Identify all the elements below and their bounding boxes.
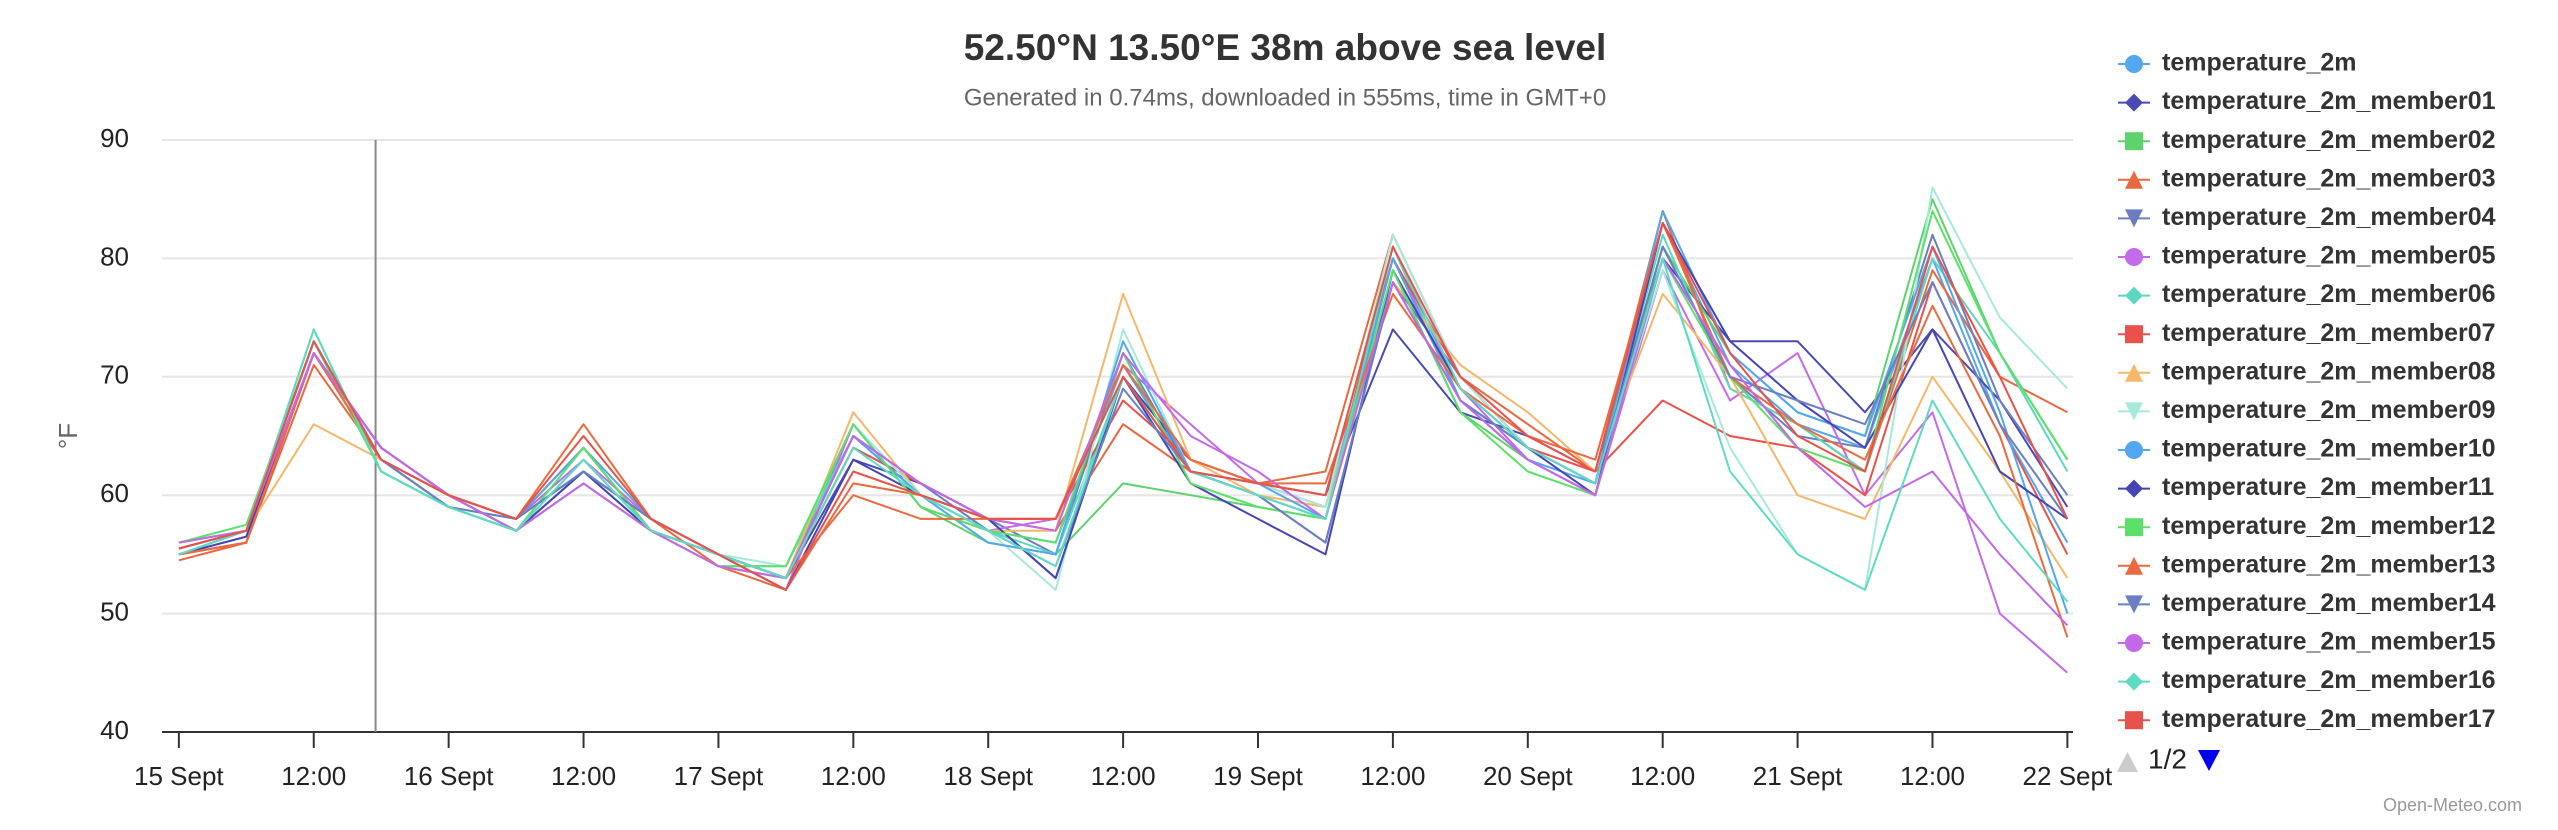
legend-item[interactable]: temperature_2m_member17 (2118, 705, 2496, 733)
legend-label: temperature_2m_member13 (2162, 550, 2496, 578)
legend-marker (2125, 595, 2143, 614)
y-tick-label: 60 (100, 478, 129, 508)
legend-label: temperature_2m_member12 (2162, 512, 2496, 540)
legend-item[interactable]: temperature_2m_member01 (2118, 87, 2496, 115)
legend-item[interactable]: temperature_2m_member13 (2118, 550, 2496, 578)
legend-label: temperature_2m_member02 (2162, 126, 2496, 154)
legend-item[interactable]: temperature_2m_member16 (2118, 666, 2496, 694)
chart-title: 52.50°N 13.50°E 38m above sea level (964, 27, 1607, 68)
legend-item[interactable]: temperature_2m_member06 (2118, 280, 2496, 308)
pager-down[interactable] (2198, 750, 2220, 771)
legend-marker (2125, 711, 2143, 730)
legend-marker (2125, 93, 2143, 112)
legend-label: temperature_2m_member04 (2162, 203, 2496, 231)
legend-item[interactable]: temperature_2m_member10 (2118, 435, 2496, 463)
legend-label: temperature_2m_member15 (2162, 628, 2496, 656)
y-tick-label: 50 (100, 596, 129, 626)
legend-marker (2125, 132, 2143, 151)
x-tick-label: 15 Sept (134, 761, 224, 791)
legend-label: temperature_2m_member17 (2162, 705, 2496, 733)
series-line (178, 245, 2069, 580)
legend-label: temperature_2m_member07 (2162, 319, 2496, 347)
legend-item[interactable]: temperature_2m_member08 (2118, 357, 2496, 385)
x-tick-label: 19 Sept (1213, 761, 1303, 791)
pager-text: 1/2 (2148, 743, 2187, 774)
legend-marker (2125, 248, 2143, 266)
x-tick-label: 12:00 (1900, 761, 1965, 791)
legend-item[interactable]: temperature_2m_member05 (2118, 242, 2496, 270)
y-axis-label: °F (53, 423, 83, 449)
x-tick-label: 12:00 (1360, 761, 1425, 791)
legend-label: temperature_2m_member08 (2162, 357, 2496, 385)
x-tick-label: 12:00 (821, 761, 886, 791)
legend-item[interactable]: temperature_2m_member07 (2118, 319, 2496, 347)
series-line (178, 257, 2069, 627)
y-tick-label: 70 (100, 360, 129, 390)
legend-marker (2125, 209, 2143, 228)
x-tick-label: 16 Sept (404, 761, 494, 791)
chart-subtitle: Generated in 0.74ms, downloaded in 555ms… (964, 84, 1606, 111)
legend-marker (2125, 55, 2143, 73)
x-tick-label: 22 Sept (2023, 761, 2113, 791)
legend-marker (2125, 286, 2143, 305)
credit: Open-Meteo.com (2383, 795, 2522, 815)
legend-item[interactable]: temperature_2m_member04 (2118, 203, 2496, 231)
legend-label: temperature_2m_member09 (2162, 396, 2496, 424)
legend-marker (2125, 556, 2143, 575)
legend-label: temperature_2m_member16 (2162, 666, 2496, 694)
legend-label: temperature_2m_member01 (2162, 87, 2496, 115)
legend-label: temperature_2m_member03 (2162, 164, 2496, 192)
legend-marker (2125, 634, 2143, 652)
legend-label: temperature_2m_member11 (2162, 473, 2494, 501)
legend-marker (2125, 518, 2143, 537)
legend-marker (2125, 441, 2143, 459)
legend-pager: 1/2 (2117, 743, 2220, 774)
legend-item[interactable]: temperature_2m_member09 (2118, 396, 2496, 424)
x-tick-label: 17 Sept (674, 761, 764, 791)
legend-item[interactable]: temperature_2m_member02 (2118, 126, 2496, 154)
legend-marker (2125, 672, 2143, 691)
legend-label: temperature_2m_member05 (2162, 242, 2496, 270)
x-tick-label: 12:00 (281, 761, 346, 791)
x-tick-label: 12:00 (1630, 761, 1695, 791)
legend-label: temperature_2m_member06 (2162, 280, 2496, 308)
legend-item[interactable]: temperature_2m_member14 (2118, 589, 2496, 617)
pager-up[interactable] (2117, 752, 2138, 772)
legend-label: temperature_2m_member10 (2162, 435, 2496, 463)
legend-label: temperature_2m_member14 (2162, 589, 2496, 617)
x-tick-label: 18 Sept (943, 761, 1033, 791)
x-tick-label: 20 Sept (1483, 761, 1573, 791)
legend-item[interactable]: temperature_2m_member03 (2118, 164, 2496, 192)
x-tick-label: 12:00 (551, 761, 616, 791)
y-tick-label: 40 (100, 715, 129, 745)
legend-item[interactable]: temperature_2m_member12 (2118, 512, 2496, 540)
legend-label: temperature_2m (2162, 49, 2357, 77)
legend-item[interactable]: temperature_2m_member11 (2118, 473, 2494, 501)
x-tick-label: 21 Sept (1753, 761, 1843, 791)
legend-item[interactable]: temperature_2m_member15 (2118, 628, 2496, 656)
y-tick-label: 90 (100, 123, 129, 153)
y-tick-label: 80 (100, 241, 129, 271)
legend-marker (2125, 402, 2143, 421)
legend-marker (2125, 170, 2143, 189)
legend-marker (2125, 363, 2143, 382)
legend-marker (2125, 479, 2143, 498)
series-line (178, 221, 2069, 591)
legend-marker (2125, 325, 2143, 344)
legend-item[interactable]: temperature_2m (2118, 49, 2357, 77)
x-tick-label: 12:00 (1091, 761, 1156, 791)
